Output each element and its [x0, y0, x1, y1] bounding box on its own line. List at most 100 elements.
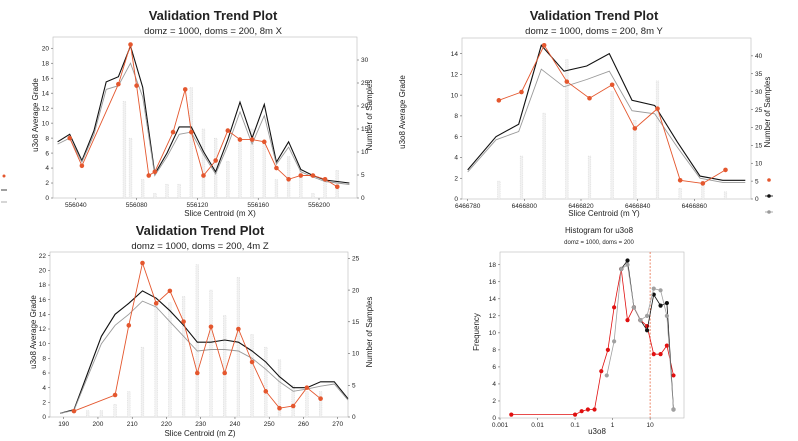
x-tick-label: 6466800: [512, 203, 538, 210]
sample-count-bar: [238, 142, 242, 199]
data-point: [625, 258, 630, 263]
sample-count-bar: [250, 128, 254, 199]
sample-count-bar: [113, 404, 117, 418]
sample-count-bar: [542, 112, 546, 200]
y-tick-label: 10: [42, 120, 50, 127]
data-point: [116, 81, 121, 87]
data-point: [194, 370, 200, 376]
x-axis-label: Slice Centroid (m Z): [164, 429, 235, 438]
data-point: [671, 373, 676, 378]
data-point: [112, 392, 118, 398]
data-point: [181, 319, 186, 324]
y-tick-label: 6: [45, 150, 49, 157]
sample-count-bar: [291, 385, 295, 418]
trend-chart-y-svg: Validation Trend Plot domz = 1000, doms …: [398, 8, 773, 218]
y-tick-label: 0: [45, 195, 49, 202]
sample-count-bar: [497, 180, 501, 200]
sample-count-bar: [335, 170, 339, 199]
data-point: [263, 389, 269, 394]
y2-tick-label: 10: [361, 149, 369, 156]
y2-tick-label: 5: [352, 382, 356, 389]
series-line: [69, 44, 338, 188]
x-axis-label: u3o8: [588, 427, 606, 436]
y2-tick-label: 0: [352, 414, 356, 421]
sample-count-bar: [519, 155, 524, 200]
sample-count-bar: [165, 183, 169, 199]
y-tick-label: 6: [492, 364, 496, 371]
sample-count-bar: [154, 302, 158, 418]
y2-tick-label: 15: [755, 143, 763, 150]
y-axis-label: u3o8 Average Grade: [398, 75, 407, 149]
chart-subtitle: domz = 1000, doms = 200, 8m X: [144, 26, 282, 37]
histogram-chart-svg: Histogram for u3o8 domz = 1000, doms = 2…: [472, 226, 685, 436]
y-tick-label: 12: [42, 105, 50, 112]
data-point: [677, 178, 683, 183]
y-tick-label: 0: [454, 196, 458, 203]
histogram-chart: Histogram for u3o8 domz = 1000, doms = 2…: [399, 220, 798, 441]
y2-axis-label: Number of Samples: [763, 77, 772, 148]
sample-count-bar: [168, 302, 172, 418]
data-point: [631, 305, 637, 310]
y2-tick-label: 15: [352, 319, 360, 326]
x-tick-label: 556160: [247, 202, 269, 209]
chart-title: Histogram for u3o8: [565, 226, 634, 235]
sample-count-bar: [633, 120, 637, 200]
sample-count-bar: [128, 137, 133, 199]
sample-count-bar: [311, 193, 315, 199]
x-tick-label: 270: [332, 421, 343, 428]
x-tick-label: 6466840: [625, 203, 651, 210]
y2-axis-label: Number of Samples: [365, 80, 374, 151]
data-point: [509, 412, 514, 417]
x-tick-label: 200: [93, 421, 104, 428]
sample-count-bar: [140, 346, 145, 418]
y-tick-label: 20: [39, 268, 47, 275]
data-point: [153, 301, 159, 306]
y-tick-label: 18: [489, 262, 497, 269]
data-point: [322, 176, 328, 182]
trend-chart-z-svg: Validation Trend Plot domz = 1000, doms …: [29, 223, 374, 438]
y2-tick-label: 15: [361, 126, 369, 133]
trend-chart-x-svg: Validation Trend Plot domz = 1000, doms …: [1, 8, 374, 218]
data-point: [290, 403, 296, 409]
legend-block: [765, 178, 773, 214]
sample-count-bar: [305, 391, 309, 418]
y-tick-label: 16: [42, 75, 50, 82]
y-tick-label: 12: [39, 326, 47, 333]
data-point: [638, 318, 643, 323]
chart-subtitle: domz = 1000, doms = 200: [564, 240, 634, 246]
series-line: [60, 290, 349, 414]
x-tick-label: 10: [646, 422, 654, 429]
plot-frame: [461, 37, 752, 200]
sample-count-bar: [323, 179, 327, 199]
data-point: [182, 87, 188, 92]
y-axis-label: u3o8 Average Grade: [31, 78, 40, 152]
sample-count-bar: [86, 410, 90, 418]
sample-count-bar: [655, 80, 660, 200]
data-point: [334, 184, 340, 190]
y-tick-label: 10: [451, 92, 459, 99]
y2-tick-label: 5: [755, 178, 759, 185]
y2-tick-label: 20: [755, 125, 763, 132]
y-tick-label: 2: [454, 175, 458, 182]
data-point: [579, 409, 584, 414]
plot-area: 0 2 4 6 8 10 12 14 0 5 10 15 20 25 30 35 40 6466780 646680…: [451, 37, 763, 210]
data-point: [605, 347, 610, 352]
chart-subtitle: domz = 1000, doms = 200, 4m Z: [131, 241, 268, 252]
data-point: [564, 79, 570, 84]
y-tick-label: 12: [489, 313, 497, 320]
sample-count-bar: [141, 179, 145, 199]
sample-count-bar: [318, 391, 323, 418]
data-point: [201, 173, 206, 178]
y-tick-label: 6: [42, 370, 46, 377]
sample-count-bar: [565, 59, 569, 200]
x-tick-label: 556200: [308, 202, 330, 209]
trend-chart-y: Validation Trend Plot domz = 1000, doms …: [398, 0, 798, 220]
data-point: [170, 129, 176, 135]
y-tick-label: 16: [489, 279, 497, 286]
y-tick-label: 0: [42, 414, 46, 421]
data-point: [644, 313, 650, 318]
plot-area: 0 2 4 6 8 10 12 14 16 18 0.001 0.01 0.1 1 10: [489, 251, 685, 429]
y-tick-label: 4: [454, 155, 458, 162]
series-line: [606, 264, 674, 410]
trend-chart-x: Validation Trend Plot domz = 1000, doms …: [0, 0, 399, 220]
